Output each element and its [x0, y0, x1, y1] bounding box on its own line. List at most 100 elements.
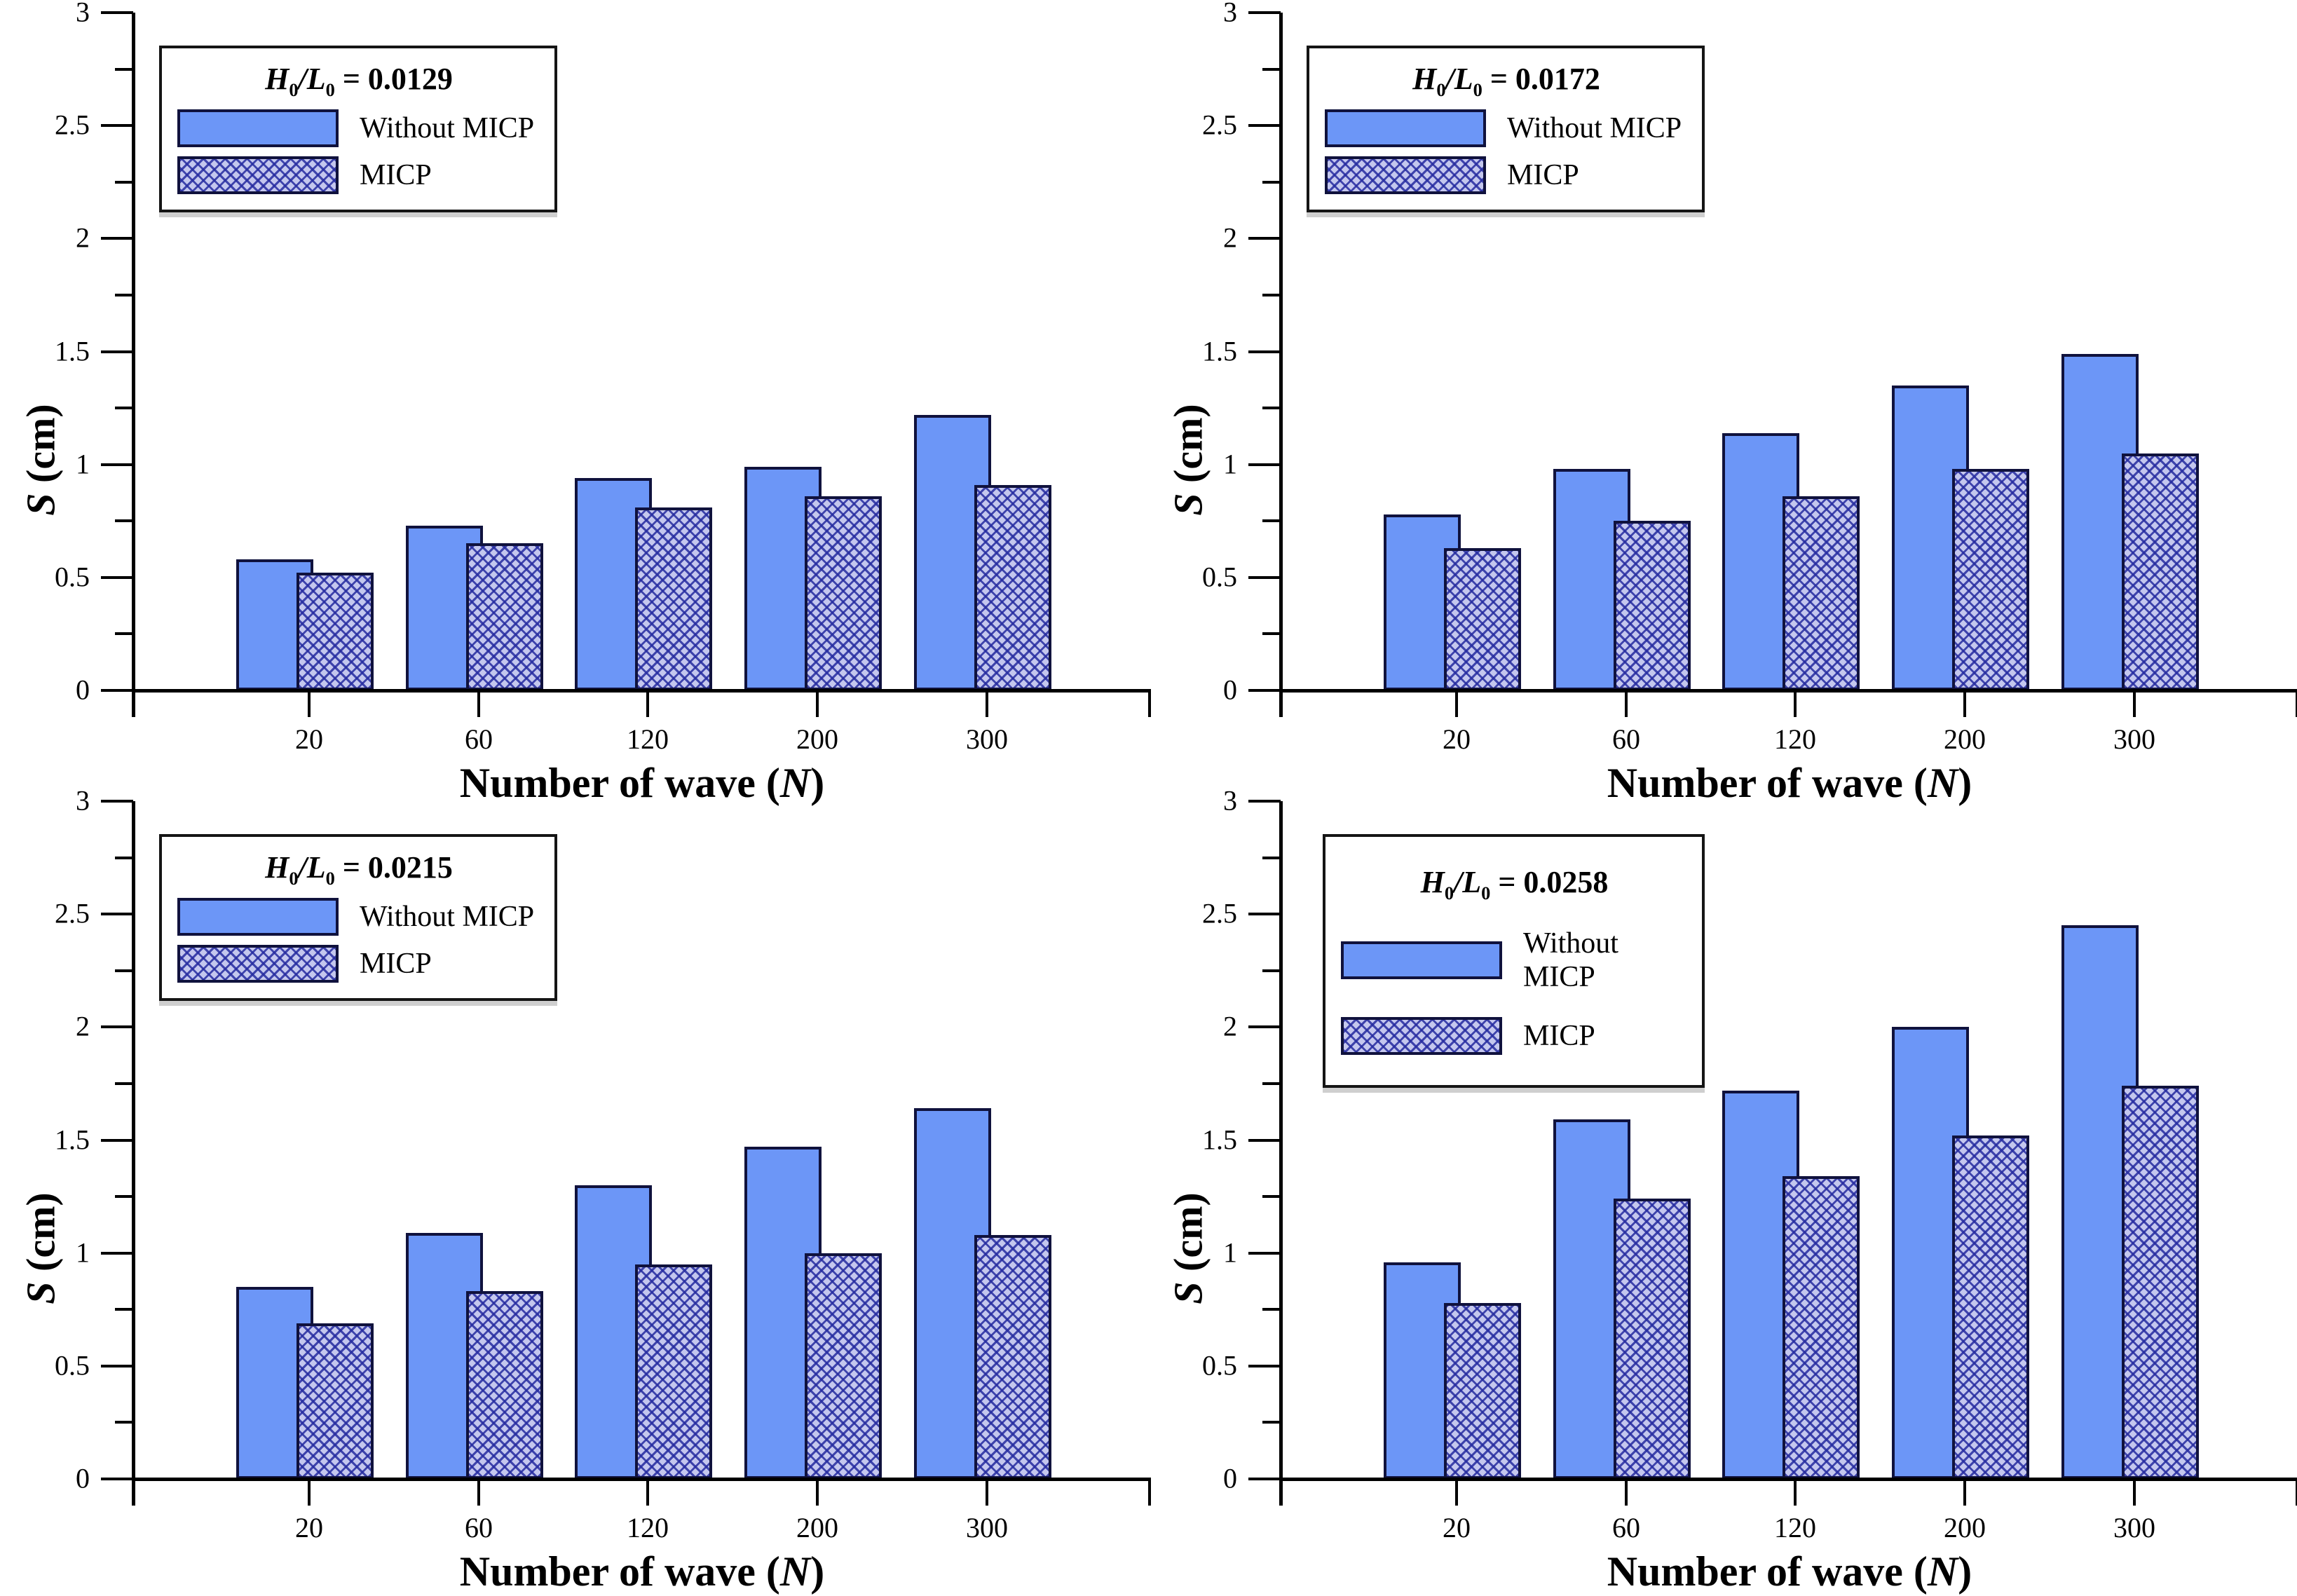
- y-axis-tick: [1248, 800, 1281, 803]
- y-axis-tick: [1262, 1082, 1281, 1085]
- y-axis-tick: [115, 407, 133, 410]
- bar-micp: [297, 1323, 374, 1479]
- y-axis-tick: [101, 913, 133, 916]
- y-axis-tick: [1248, 689, 1281, 692]
- y-axis-tick: [1262, 293, 1281, 296]
- x-axis-tick: [646, 690, 649, 717]
- y-tick-label: 2: [76, 221, 90, 254]
- bar-micp: [1783, 496, 1860, 690]
- bar-micp: [1614, 1199, 1691, 1479]
- y-axis-tick: [115, 969, 133, 972]
- y-axis-tick: [1262, 1421, 1281, 1424]
- y-axis-tick: [1262, 632, 1281, 636]
- y-axis-tick: [1248, 350, 1281, 353]
- legend-swatch-micp: [177, 944, 339, 983]
- x-axis-tick: [477, 1479, 480, 1506]
- x-axis-tick: [986, 690, 988, 717]
- y-axis-tick: [101, 463, 133, 466]
- x-axis-end-tick: [1148, 1479, 1151, 1506]
- bar-micp: [635, 507, 712, 690]
- y-tick-label: 0.5: [55, 561, 90, 593]
- y-tick-label: 0: [76, 1462, 90, 1494]
- y-axis-tick: [115, 293, 133, 296]
- x-axis-end-tick: [1148, 690, 1151, 717]
- legend-title: H0/L0 = 0.0172: [1412, 62, 1600, 101]
- y-tick-label: 3: [76, 784, 90, 817]
- y-tick-label: 2: [1223, 1010, 1237, 1042]
- y-axis-tick: [1262, 519, 1281, 523]
- legend-title: H0/L0 = 0.0129: [265, 62, 453, 101]
- y-axis-tick: [1262, 407, 1281, 410]
- legend-label-without-micp: Without MICP: [360, 901, 535, 934]
- legend-swatch-without-micp: [1325, 109, 1486, 148]
- legend-entry-without-micp: Without MICP: [177, 109, 540, 148]
- legend-swatch-without-micp: [1341, 941, 1502, 980]
- x-axis-title: Number of wave (N): [1607, 1548, 1972, 1595]
- y-axis-tick: [1262, 1195, 1281, 1199]
- y-axis-tick: [1248, 11, 1281, 14]
- y-axis-tick: [1262, 856, 1281, 859]
- x-axis-title: Number of wave (N): [459, 760, 825, 806]
- bar-micp: [1444, 1302, 1521, 1479]
- y-axis-tick: [101, 1138, 133, 1142]
- y-axis-tick: [1248, 1478, 1281, 1480]
- legend-entry-micp: MICP: [177, 944, 540, 983]
- y-axis-tick: [101, 1478, 133, 1480]
- bar-micp: [1952, 1135, 2029, 1479]
- x-tick-label: 120: [627, 723, 669, 755]
- y-axis-tick: [1262, 67, 1281, 71]
- y-axis-tick: [101, 237, 133, 240]
- bar-micp: [805, 496, 882, 690]
- legend: H0/L0 = 0.0215 Without MICP MICP: [159, 834, 557, 1001]
- y-tick-label: 1.5: [55, 335, 90, 367]
- legend-entry-micp: MICP: [177, 156, 540, 194]
- legend-swatch-micp: [1325, 156, 1486, 194]
- y-axis-title-var: S: [18, 493, 64, 516]
- y-axis-tick: [115, 1308, 133, 1311]
- y-axis-tick: [1248, 1364, 1281, 1367]
- y-axis-tick: [101, 124, 133, 128]
- legend: H0/L0 = 0.0258 Without MICP MICP: [1323, 834, 1705, 1088]
- x-tick-label: 20: [295, 723, 323, 755]
- legend-entry-without-micp: Without MICP: [177, 898, 540, 936]
- x-axis-tick: [986, 1479, 988, 1506]
- y-tick-label: 1.5: [1202, 335, 1237, 367]
- bar-micp: [297, 573, 374, 690]
- legend-label-without-micp: Without MICP: [1523, 927, 1618, 994]
- legend-entry-without-micp: Without MICP: [1341, 927, 1688, 994]
- bar-micp: [1444, 547, 1521, 690]
- x-axis-tick: [1963, 1479, 1966, 1506]
- legend-label-micp: MICP: [360, 947, 432, 980]
- x-tick-label: 300: [2113, 1512, 2155, 1543]
- y-tick-label: 1.5: [1202, 1124, 1237, 1156]
- legend-title: H0/L0 = 0.0215: [265, 850, 453, 889]
- x-tick-label: 20: [1443, 723, 1471, 755]
- y-tick-label: 1: [76, 1236, 90, 1269]
- legend-ratio-value: 0.0172: [1515, 62, 1600, 97]
- legend: H0/L0 = 0.0129 Without MICP MICP: [159, 46, 557, 212]
- y-tick-label: 2: [76, 1010, 90, 1042]
- y-axis-tick: [1248, 1251, 1281, 1255]
- x-tick-label: 200: [1944, 1512, 1986, 1543]
- x-axis-tick: [1794, 1479, 1797, 1506]
- bar-micp: [805, 1253, 882, 1479]
- x-axis-tick: [646, 1479, 649, 1506]
- y-axis: [132, 13, 135, 717]
- y-axis-tick: [115, 519, 133, 523]
- y-axis-tick: [101, 689, 133, 692]
- x-axis-tick: [1625, 1479, 1628, 1506]
- y-tick-label: 3: [1223, 0, 1237, 28]
- y-tick-label: 1.5: [55, 1124, 90, 1156]
- y-axis-tick: [1248, 237, 1281, 240]
- x-tick-label: 60: [465, 723, 493, 755]
- x-tick-label: 60: [1612, 723, 1640, 755]
- x-tick-label: 60: [465, 1512, 493, 1543]
- y-axis-tick: [101, 575, 133, 579]
- x-axis-title: Number of wave (N): [459, 1548, 825, 1595]
- legend-entry-micp: MICP: [1341, 1017, 1688, 1056]
- legend-swatch-micp: [1341, 1017, 1502, 1056]
- y-tick-label: 0.5: [1202, 1349, 1237, 1382]
- bar-micp: [1783, 1176, 1860, 1479]
- y-axis-tick: [115, 632, 133, 636]
- legend-swatch-without-micp: [177, 109, 339, 148]
